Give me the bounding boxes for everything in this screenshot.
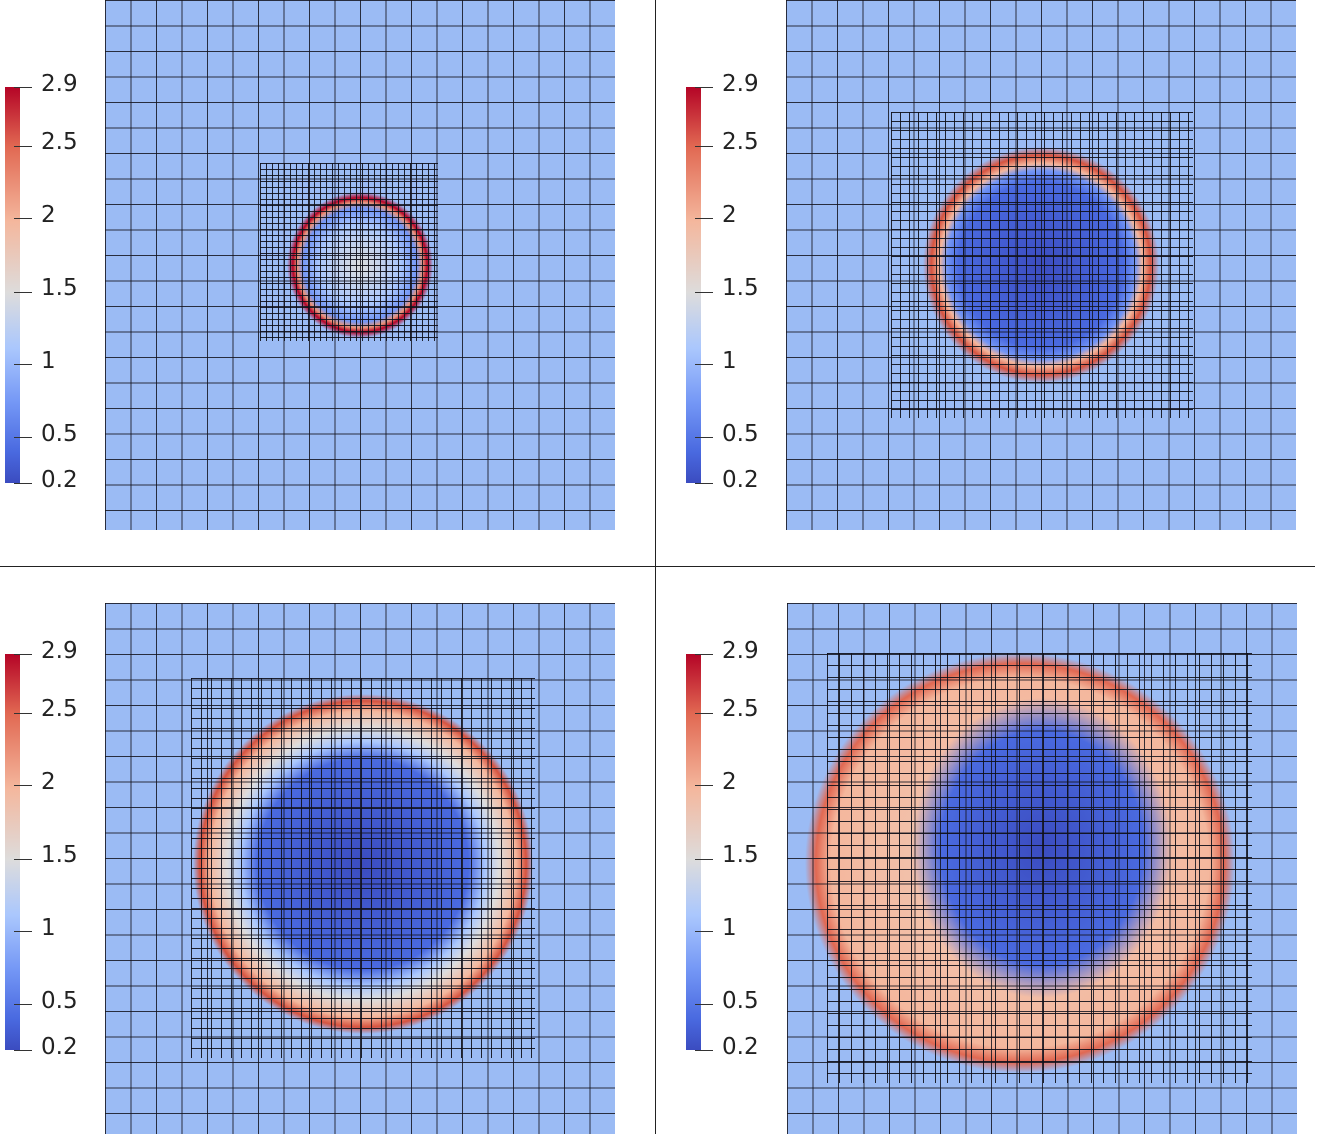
colorbar-tick-label: 2.5 (41, 696, 78, 722)
colorbar-tick (14, 1050, 32, 1051)
refined-mesh (891, 112, 1193, 418)
colorbar-tick (14, 146, 32, 147)
colorbar-tick-label: 0.2 (41, 467, 78, 493)
colorbar-tick (695, 785, 713, 786)
colorbar-tick (14, 1004, 32, 1005)
colorbar-tick (695, 859, 713, 860)
colorbar-tick-label: 1.5 (41, 275, 78, 301)
colorbar-tick (695, 146, 713, 147)
colorbar-tick-label: 2 (722, 202, 737, 228)
colorbar (686, 654, 701, 1050)
colorbar-tick-label: 0.5 (41, 988, 78, 1014)
colorbar-tick (14, 713, 32, 714)
colorbar-tick (695, 292, 713, 293)
colorbar-tick (14, 364, 32, 365)
panel-top-left: 2.9 2.5 2 1.5 1 0.5 0.2 (0, 0, 655, 566)
colorbar (686, 87, 701, 483)
refined-mesh (260, 163, 438, 341)
field-plot (105, 603, 615, 1134)
colorbar-tick-label: 2.5 (722, 129, 759, 155)
colorbar-tick (14, 87, 32, 88)
refined-mesh (191, 678, 535, 1058)
colorbar-tick (14, 785, 32, 786)
colorbar-tick (14, 483, 32, 484)
colorbar-tick-label: 2.9 (41, 638, 78, 664)
colorbar-tick-label: 1 (722, 915, 737, 941)
colorbar-tick-label: 1 (41, 348, 56, 374)
colorbar-tick (695, 218, 713, 219)
colorbar-tick (695, 437, 713, 438)
colorbar-tick-label: 0.5 (722, 421, 759, 447)
vertical-divider (655, 0, 656, 1134)
colorbar-tick-label: 0.2 (722, 467, 759, 493)
colorbar-tick (14, 654, 32, 655)
colorbar-tick-label: 2 (41, 202, 56, 228)
colorbar-tick (695, 931, 713, 932)
colorbar-tick (695, 1050, 713, 1051)
colorbar-tick-label: 2.5 (41, 129, 78, 155)
colorbar-tick-label: 2.5 (722, 696, 759, 722)
colorbar-tick-label: 2.9 (41, 71, 78, 97)
panel-top-right: 2.9 2.5 2 1.5 1 0.5 0.2 (681, 0, 1336, 566)
panel-bottom-left: 2.9 2.5 2 1.5 1 0.5 0.2 (0, 567, 655, 1134)
colorbar-tick (14, 931, 32, 932)
colorbar-tick (695, 1004, 713, 1005)
panel-bottom-right: 2.9 2.5 2 1.5 1 0.5 0.2 (681, 567, 1336, 1134)
colorbar-tick (14, 437, 32, 438)
colorbar-tick-label: 1.5 (722, 275, 759, 301)
colorbar-tick-label: 0.5 (722, 988, 759, 1014)
colorbar-tick (695, 713, 713, 714)
refined-mesh (827, 653, 1252, 1083)
colorbar-tick (695, 483, 713, 484)
colorbar-tick-label: 0.2 (41, 1034, 78, 1060)
horizontal-divider (0, 566, 1315, 567)
colorbar-tick (14, 218, 32, 219)
colorbar-tick (695, 87, 713, 88)
colorbar-tick (14, 859, 32, 860)
field-plot (105, 0, 615, 530)
colorbar-tick-label: 2 (722, 769, 737, 795)
colorbar-tick-label: 1 (41, 915, 56, 941)
colorbar-tick-label: 0.2 (722, 1034, 759, 1060)
colorbar (5, 654, 20, 1050)
colorbar-tick-label: 2.9 (722, 638, 759, 664)
colorbar-tick (695, 364, 713, 365)
colorbar-tick-label: 2 (41, 769, 56, 795)
colorbar-tick-label: 0.5 (41, 421, 78, 447)
colorbar (5, 87, 20, 483)
colorbar-tick-label: 1.5 (41, 842, 78, 868)
colorbar-tick-label: 1.5 (722, 842, 759, 868)
colorbar-tick-label: 2.9 (722, 71, 759, 97)
colorbar-tick (14, 292, 32, 293)
colorbar-tick-label: 1 (722, 348, 737, 374)
field-plot (786, 0, 1296, 530)
colorbar-tick (695, 654, 713, 655)
field-plot (787, 603, 1297, 1134)
